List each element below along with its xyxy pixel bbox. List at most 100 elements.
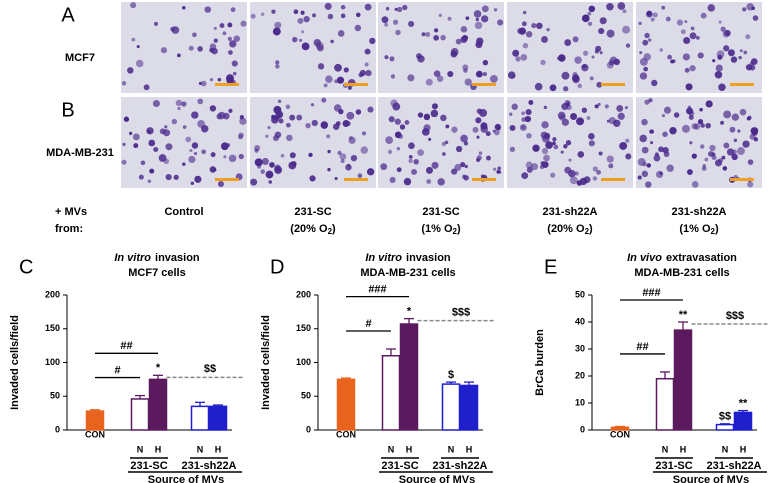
cell	[231, 60, 238, 67]
cell	[667, 54, 672, 60]
cell	[140, 160, 146, 166]
cell	[417, 149, 424, 157]
cell	[726, 148, 735, 156]
cell	[652, 12, 658, 18]
cell	[579, 177, 588, 186]
cell	[519, 123, 527, 132]
cell	[431, 161, 439, 169]
cell	[666, 164, 674, 172]
cell	[556, 56, 561, 61]
cell	[647, 38, 652, 42]
bar-label: **	[739, 397, 748, 409]
cell	[229, 40, 237, 48]
row-label: MDA-MB-231	[46, 147, 114, 159]
y-tick-label: 40	[575, 316, 585, 326]
cell	[661, 5, 666, 10]
cell	[571, 74, 580, 82]
cell	[751, 129, 758, 136]
cell	[444, 140, 449, 145]
cell	[724, 29, 731, 37]
cell	[464, 78, 472, 86]
cell	[570, 112, 578, 121]
group-label: 231-sh22A	[706, 460, 761, 472]
cell	[213, 26, 217, 30]
cell	[689, 65, 696, 72]
bracket-label: #	[114, 364, 120, 376]
cell	[690, 26, 695, 31]
bar-label: $	[448, 369, 454, 381]
cell	[447, 16, 452, 21]
x-tick-label: N	[448, 444, 455, 454]
cell	[638, 21, 642, 25]
cell	[526, 132, 532, 139]
cell	[560, 150, 564, 154]
bar	[733, 411, 753, 431]
cell	[617, 2, 626, 10]
x-tick-label: H	[740, 444, 747, 454]
y-tick-label: 50	[301, 391, 311, 401]
cell	[572, 36, 579, 43]
cell	[463, 141, 469, 146]
cell	[395, 29, 401, 36]
cell	[684, 67, 690, 73]
cell	[455, 145, 463, 153]
cell	[659, 48, 663, 52]
cell	[321, 97, 327, 103]
cell	[676, 19, 684, 26]
cell	[705, 122, 711, 129]
cell	[260, 169, 266, 174]
chart-subtitle: MCF7 cells	[128, 267, 185, 279]
cell	[309, 175, 316, 182]
cell	[481, 5, 489, 13]
cell	[227, 22, 233, 28]
cell	[737, 129, 741, 133]
cell	[587, 11, 592, 16]
y-tick-label: 200	[45, 289, 60, 299]
cell	[165, 174, 172, 181]
cell	[718, 20, 722, 24]
cell	[330, 39, 334, 44]
cell	[641, 170, 649, 178]
cell	[193, 151, 198, 156]
cell	[447, 70, 454, 78]
cell	[481, 15, 489, 23]
cell	[512, 49, 520, 57]
cell	[460, 134, 468, 143]
column-label: (20% O2)	[290, 223, 336, 236]
cell	[542, 134, 550, 143]
cell	[525, 30, 533, 38]
cell	[530, 163, 538, 171]
group-label: 231-sh22A	[181, 460, 236, 472]
cell	[365, 69, 372, 77]
row-label: MCF7	[65, 52, 95, 64]
x-tick-label: H	[406, 444, 413, 454]
cell	[644, 99, 650, 105]
cell	[588, 140, 595, 147]
cell	[308, 152, 313, 158]
cell	[389, 176, 396, 183]
bar	[715, 423, 735, 431]
bar	[441, 383, 461, 431]
cell	[348, 136, 356, 145]
y-label: BrCa burden	[534, 329, 546, 396]
cell	[494, 123, 501, 131]
cell	[673, 112, 680, 118]
cell	[346, 111, 355, 120]
cell	[688, 114, 694, 120]
cell	[364, 3, 372, 11]
group-label: 231-SC	[381, 460, 418, 472]
cell	[747, 115, 752, 120]
cell	[714, 70, 723, 79]
bar	[336, 378, 356, 431]
cell	[637, 175, 642, 180]
cell	[407, 74, 415, 82]
cell	[561, 71, 570, 80]
cell	[687, 105, 691, 109]
cell	[497, 166, 502, 171]
cell	[552, 137, 557, 142]
cell	[326, 134, 331, 139]
cell	[404, 120, 410, 125]
cell	[591, 55, 595, 59]
cell	[509, 124, 516, 131]
